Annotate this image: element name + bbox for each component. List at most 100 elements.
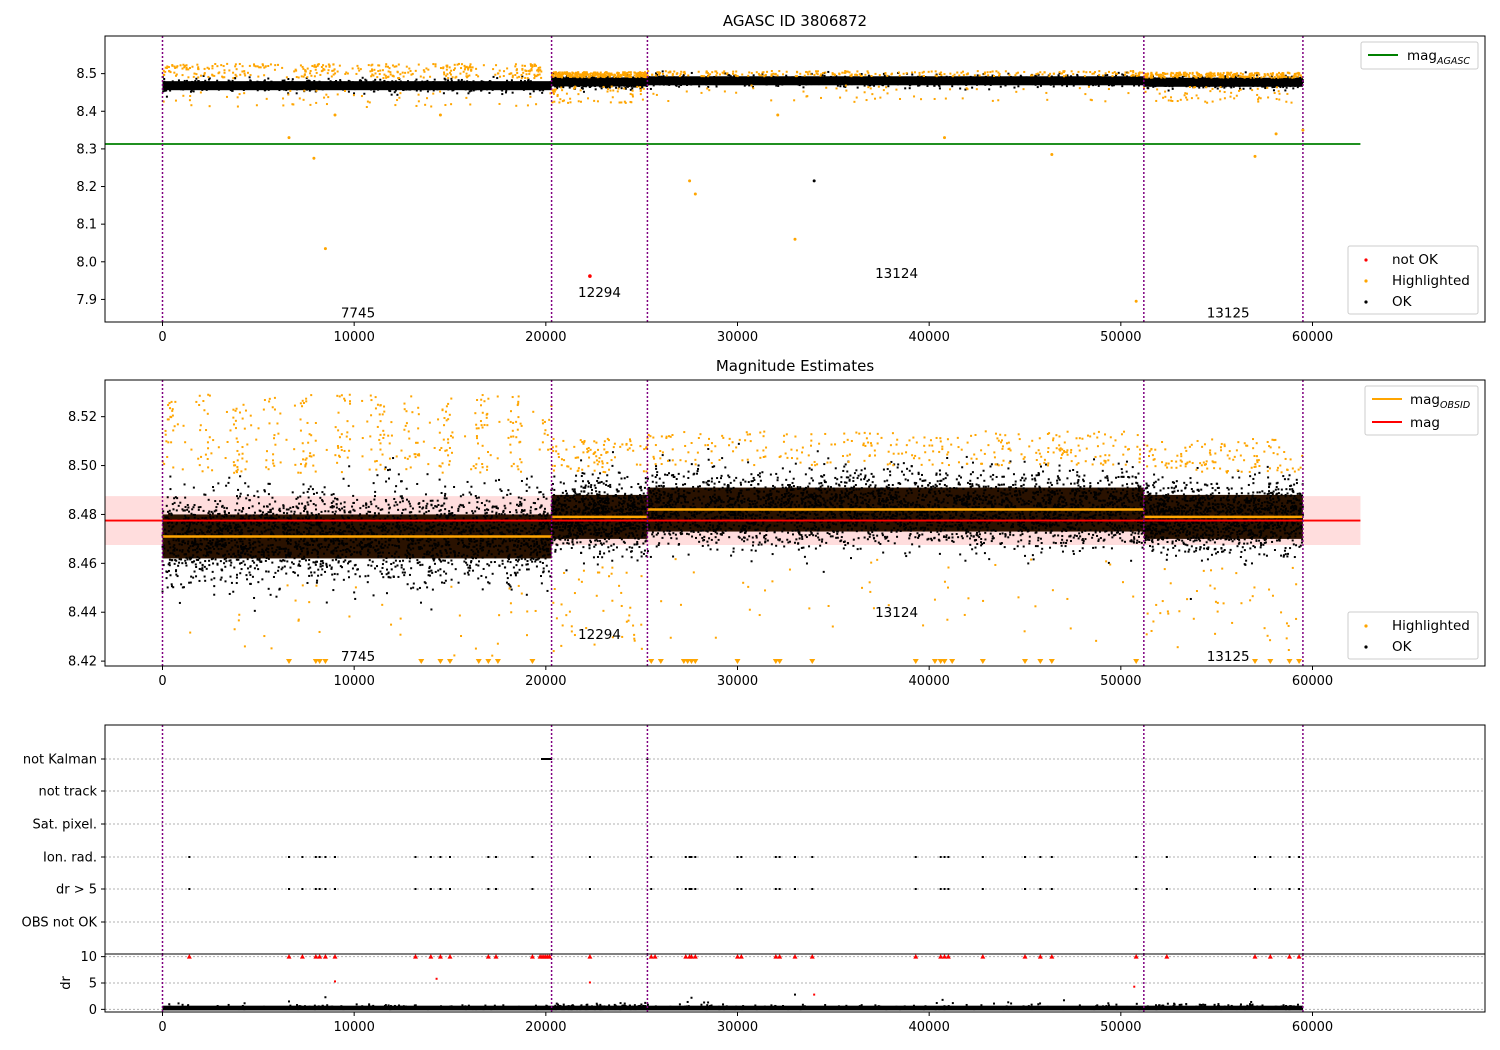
highlighted-point — [1258, 96, 1261, 99]
ok-point — [344, 86, 347, 89]
ok-point — [1149, 81, 1152, 84]
ok-point — [886, 78, 889, 81]
ok-point — [361, 76, 364, 79]
ok-point — [228, 80, 231, 83]
ok-point — [1083, 76, 1086, 79]
ok-point — [909, 83, 912, 86]
ok-point — [299, 84, 302, 87]
ok-point — [1051, 79, 1054, 82]
ok-point — [1213, 77, 1216, 80]
highlighted-point — [571, 71, 574, 74]
ok-point — [207, 542, 210, 545]
highlighted-point — [387, 70, 390, 73]
ok-point — [636, 81, 639, 84]
ok-point — [842, 85, 845, 88]
ok-point — [195, 77, 198, 80]
highlighted-point — [1231, 73, 1234, 76]
ok-point — [1217, 81, 1220, 84]
ok-point — [248, 84, 251, 87]
highlighted-point — [232, 77, 235, 80]
highlighted-point — [1226, 74, 1229, 77]
ok-point — [951, 85, 954, 88]
ok-point — [1158, 81, 1161, 84]
highlighted-point — [860, 75, 863, 78]
ok-point — [882, 79, 885, 82]
ok-point — [878, 79, 881, 82]
highlighted-point — [386, 76, 389, 79]
highlighted-point — [197, 76, 200, 79]
ok-point — [608, 77, 611, 80]
ok-point — [239, 525, 242, 528]
ok-point — [1236, 79, 1239, 82]
ok-point — [195, 523, 198, 526]
highlighted-point — [317, 63, 320, 66]
ok-point — [479, 547, 482, 550]
highlighted-point — [370, 64, 373, 67]
ok-point — [447, 79, 450, 82]
ok-point — [561, 84, 564, 87]
highlighted-point — [553, 88, 556, 91]
ok-point — [1148, 84, 1151, 87]
ok-point — [436, 83, 439, 86]
ok-point — [562, 76, 565, 79]
ok-point — [380, 84, 383, 87]
ok-point — [640, 85, 643, 88]
ok-point — [433, 87, 436, 90]
ok-point — [881, 83, 884, 86]
highlighted-point — [628, 74, 631, 77]
ok-point — [718, 79, 721, 82]
highlighted-point — [1207, 74, 1210, 77]
ok-point — [529, 92, 532, 95]
ok-point — [162, 84, 165, 87]
ok-point — [629, 79, 632, 82]
ok-point — [631, 83, 634, 86]
ok-point — [286, 86, 289, 89]
ok-point — [1205, 81, 1208, 84]
ok-point — [299, 532, 302, 535]
highlighted-point — [679, 73, 682, 76]
ok-point — [1243, 81, 1246, 84]
ok-point — [440, 529, 443, 532]
ok-point — [393, 86, 396, 89]
ok-point — [304, 505, 307, 508]
ok-point — [921, 79, 924, 82]
ok-point — [1175, 84, 1178, 87]
ok-point — [896, 83, 899, 86]
ok-point — [804, 80, 807, 83]
highlighted-point — [1210, 72, 1213, 75]
ok-point — [467, 92, 470, 95]
highlighted-point — [263, 66, 266, 69]
x-tick-label: 50000 — [1100, 330, 1141, 345]
ok-point — [283, 523, 286, 526]
highlighted-point — [1235, 74, 1238, 77]
highlighted-point — [616, 72, 619, 75]
highlighted-point — [1031, 74, 1034, 77]
ok-point — [468, 542, 471, 545]
ok-point — [511, 539, 514, 542]
ok-point — [917, 75, 920, 78]
ok-point — [544, 522, 547, 525]
ok-point — [502, 511, 505, 514]
ok-point — [389, 90, 392, 93]
highlighted-point — [1179, 98, 1182, 101]
highlighted-point — [447, 77, 450, 80]
x-tick-label: 60000 — [1292, 330, 1333, 345]
highlighted-point — [388, 67, 391, 70]
highlighted-point — [423, 70, 426, 73]
highlighted-point — [1185, 75, 1188, 78]
ok-point — [394, 565, 397, 568]
ok-point — [858, 80, 861, 83]
ok-point — [538, 82, 541, 85]
ok-point — [644, 81, 647, 84]
ok-point — [330, 566, 333, 569]
ok-point — [579, 80, 582, 83]
ok-point — [638, 81, 641, 84]
ok-point — [1245, 81, 1248, 84]
highlighted-point — [235, 75, 238, 78]
ok-point — [810, 81, 813, 84]
ok-point — [531, 88, 534, 91]
ok-point — [176, 532, 179, 535]
ok-point — [397, 84, 400, 87]
highlighted-point — [1242, 75, 1245, 78]
ok-point — [863, 84, 866, 87]
